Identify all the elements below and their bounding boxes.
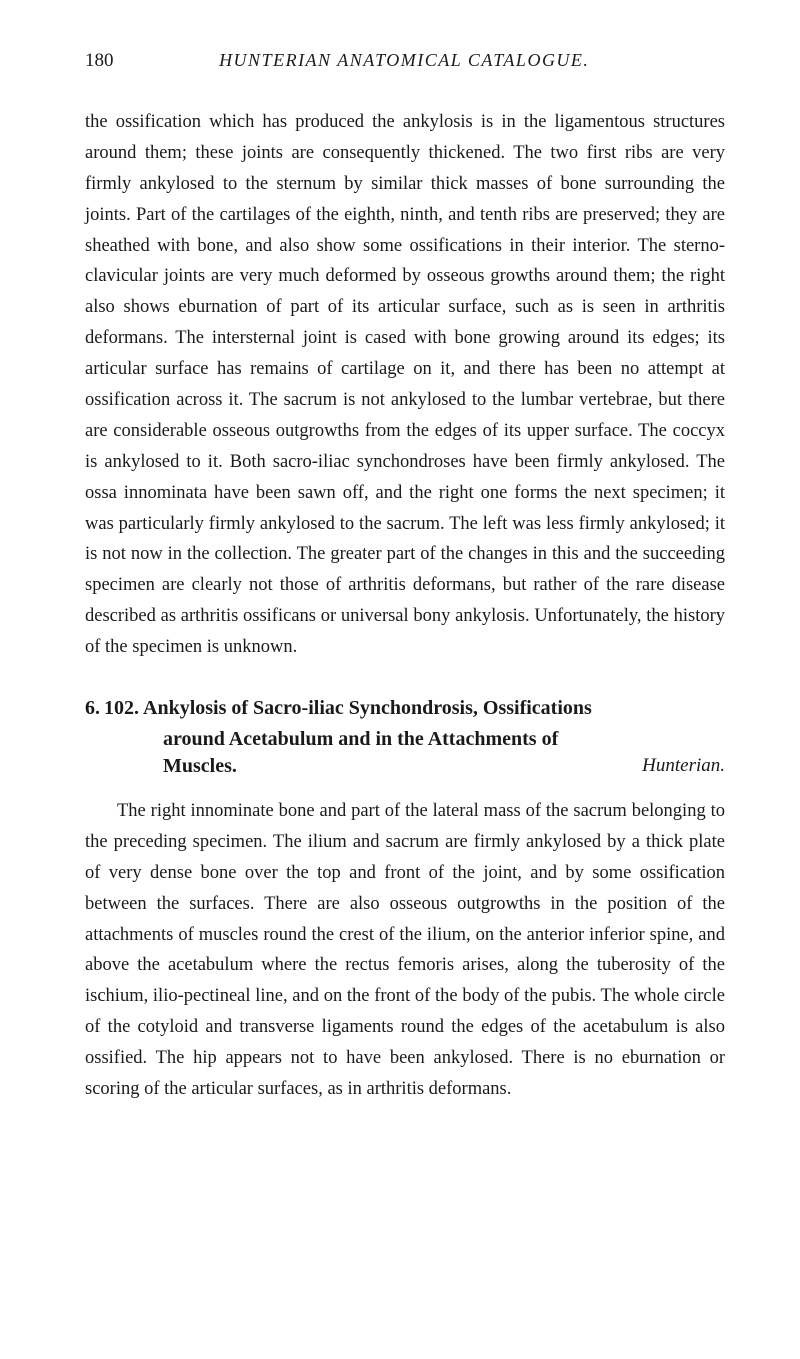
- section-title-line1: Ankylosis of Sacro-iliac Synchondrosis, …: [143, 697, 592, 719]
- section-number: 6.: [85, 697, 100, 719]
- page-header: 180 HUNTERIAN ANATOMICAL CATALOGUE.: [85, 50, 725, 72]
- paragraph-2: The right innominate bone and part of th…: [85, 796, 725, 1105]
- heading-line-1: 6. 102. Ankylosis of Sacro-iliac Synchon…: [85, 693, 725, 724]
- attribution: Hunterian.: [642, 755, 725, 778]
- paragraph-1: the ossification which has produced the …: [85, 107, 725, 663]
- section-heading: 6. 102. Ankylosis of Sacro-iliac Synchon…: [85, 693, 725, 778]
- muscles-label: Muscles.: [163, 755, 237, 778]
- section-title-line2: around Acetabulum and in the Attachments…: [85, 724, 725, 755]
- page-number: 180: [85, 50, 114, 72]
- section-item-number: 102.: [104, 697, 139, 719]
- running-title: HUNTERIAN ANATOMICAL CATALOGUE.: [114, 50, 696, 71]
- heading-line-3: Muscles. Hunterian.: [85, 755, 725, 778]
